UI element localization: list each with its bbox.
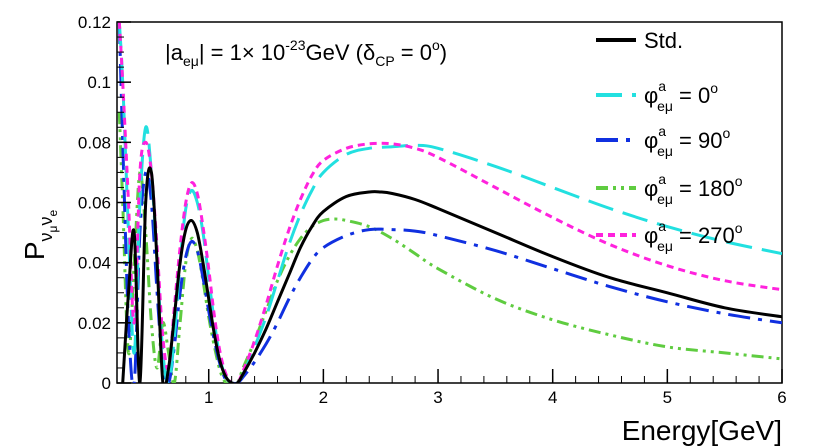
series-line-3 — [117, 112, 782, 383]
anno-mid: | = 1× 10 — [199, 40, 285, 65]
series-line-4 — [117, 22, 782, 383]
anno-exp: -23 — [285, 37, 305, 53]
anno-right-sub: CP — [375, 53, 394, 69]
y-title-main: P — [19, 241, 50, 260]
x-tick-label: 1 — [204, 388, 213, 407]
y-tick-label: 0.02 — [78, 314, 111, 333]
x-tick-label: 3 — [433, 388, 442, 407]
y-tick-label: 0.06 — [78, 194, 111, 213]
y-title-sub2: ν — [36, 217, 56, 226]
y-title-sub2sub: e — [46, 210, 60, 217]
x-tick-label: 5 — [663, 388, 672, 407]
anno-left-sub: eμ — [183, 53, 199, 69]
legend-label-0: Std. — [644, 28, 683, 53]
x-tick-label: 2 — [319, 388, 328, 407]
legend-label-4: φa eμ = 270o — [644, 218, 743, 254]
y-tick-label: 0 — [102, 374, 111, 393]
series-line-2 — [117, 22, 782, 383]
x-tick-label: 6 — [777, 388, 786, 407]
y-tick-label: 0.12 — [78, 13, 111, 32]
x-axis-title: Energy[GeV] — [622, 415, 782, 446]
series-line-1 — [117, 22, 782, 383]
anno-tail-sup: o — [432, 37, 440, 53]
series-line-0 — [121, 166, 782, 383]
legend-label-3: φa eμ = 180o — [644, 171, 743, 207]
legend-label-2: φa eμ = 90o — [644, 123, 730, 159]
y-tick-label: 0.04 — [78, 254, 111, 273]
anno-close: ) — [440, 40, 447, 65]
y-tick-label: 0.08 — [78, 133, 111, 152]
parameter-annotation: |aeμ| = 1× 10-23GeV (δCP = 0o) — [165, 37, 447, 69]
anno-right: GeV (δ — [306, 40, 376, 65]
anno-left: |a — [165, 40, 184, 65]
y-title-sub1: ν — [36, 232, 56, 241]
x-tick-label: 4 — [548, 388, 557, 407]
anno-tail: = 0 — [395, 40, 432, 65]
y-title-sub1sub: μ — [46, 225, 60, 232]
y-tick-label: 0.1 — [87, 73, 111, 92]
curves-group — [117, 22, 782, 383]
legend-label-1: φa eμ = 0o — [644, 78, 718, 114]
svg-text:Pνμνe: Pνμνe — [19, 210, 60, 261]
y-axis-title: Pνμνe — [19, 210, 60, 261]
legend: Std. φa eμ = 0o φa eμ = 90o φa eμ = 180o φa eμ =… — [596, 28, 743, 254]
ticks-group: 1 2 3 4 5 6 0 0.02 0.04 0.06 0.08 0.1 0.12 — [78, 13, 787, 407]
